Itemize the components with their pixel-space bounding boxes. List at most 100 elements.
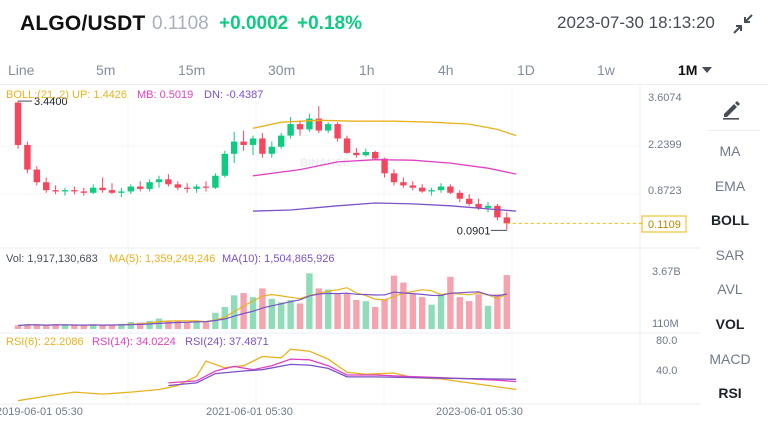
candle-body (466, 198, 473, 204)
candle-body (118, 191, 125, 193)
rsi6-legend: RSI(6): 22.2086 (6, 336, 84, 348)
volume-bar (390, 275, 398, 329)
candle-body (447, 186, 454, 193)
collapse-icon[interactable] (732, 13, 754, 35)
candle-body (315, 118, 322, 131)
candle-body (409, 185, 416, 188)
candle-body (221, 153, 228, 176)
candle-body (155, 179, 163, 183)
chart-grid (0, 86, 700, 405)
volume-bar (268, 298, 275, 329)
volume-bar (334, 294, 341, 329)
tab-1w[interactable]: 1w (597, 62, 615, 78)
candle-body (174, 184, 181, 188)
pair-symbol[interactable]: ALGO/USDT (20, 12, 146, 35)
tab-30m[interactable]: 30m (268, 62, 296, 78)
vol-tick-top: 3.67B (652, 266, 681, 278)
candle-body (71, 190, 78, 192)
volume-bar (466, 301, 473, 329)
candle-body (334, 124, 341, 139)
volume-bar (33, 324, 40, 329)
indicator-ma[interactable]: MA (719, 143, 741, 159)
tab-15m[interactable]: 15m (178, 62, 206, 78)
volume-bar (249, 297, 257, 329)
volume-bar (43, 325, 50, 329)
candle-body (193, 186, 200, 189)
volume-bar (447, 276, 454, 329)
volume-bar (372, 306, 379, 329)
indicator-boll[interactable]: BOLL (710, 212, 750, 228)
candle-body (353, 152, 360, 156)
price-tick-low: 0.8723 (648, 185, 682, 197)
tab-4h[interactable]: 4h (438, 62, 454, 78)
candle-body (456, 192, 463, 199)
vol-legend: Vol: 1,917,130,683 (6, 253, 98, 265)
rsi-tick-40: 40.0 (656, 365, 677, 377)
volume-bar (14, 325, 22, 329)
volume-bar (24, 324, 31, 329)
candle-body (484, 205, 492, 208)
indicator-sar[interactable]: SAR (715, 247, 745, 263)
candle-body (475, 203, 482, 208)
candle-body (146, 182, 153, 189)
price-tick-top: 3.6074 (648, 92, 682, 104)
candle-body (494, 205, 501, 218)
boll-legend-name: BOLL:(21, 2) (6, 89, 69, 101)
candle-body (231, 141, 238, 154)
volume-bar (306, 273, 313, 329)
boll-layer (252, 119, 517, 212)
indicator-avl[interactable]: AVL (717, 281, 743, 297)
tab-5m[interactable]: 5m (96, 62, 116, 78)
volume-bar (343, 293, 351, 329)
vol-tick-bottom: 110M (652, 318, 679, 330)
indicator-macd[interactable]: MACD (709, 351, 751, 367)
candle-body (127, 186, 134, 192)
current-price-tag-label: 0.1109 (648, 219, 681, 231)
volume-bar (419, 297, 426, 329)
candle-body (61, 190, 69, 192)
candle-body (343, 138, 351, 153)
tab-1h[interactable]: 1h (359, 62, 375, 78)
edit-pen-icon[interactable] (720, 98, 742, 120)
volume-bar (325, 289, 332, 329)
chart-area[interactable]: BINANCE 3.4400 0.0901 3.6074 2.2399 0.872… (0, 86, 700, 432)
volume-bar (80, 325, 87, 329)
volume-bar (381, 298, 388, 329)
volume-bar (409, 294, 416, 329)
boll-legend-mb: MB: 0.5019 (137, 89, 193, 101)
indicator-ema[interactable]: EMA (714, 178, 746, 194)
volume-bar (146, 320, 153, 329)
indicator-rsi[interactable]: RSI (718, 385, 742, 401)
volume-bar (503, 275, 510, 329)
candle-body (259, 138, 266, 154)
candle-body (43, 182, 50, 191)
candle-body (400, 182, 407, 186)
low-marker-label: 0.0901 (457, 225, 491, 237)
volume-bar (71, 325, 78, 329)
candle-body (165, 179, 172, 185)
volume-bar (428, 304, 435, 329)
candle-body (419, 187, 426, 192)
candle-body (249, 138, 257, 145)
header-divider (0, 84, 768, 85)
tab-1m[interactable]: 1M (678, 62, 713, 78)
candle-body (428, 190, 435, 192)
boll-up-line (252, 119, 517, 137)
vol-legend-ma10: MA(10): 1,504,865,926 (222, 253, 335, 265)
indicator-vol[interactable]: VOL (715, 316, 745, 332)
volume-layer (14, 273, 510, 329)
tab-1m-label: 1M (678, 62, 698, 78)
volume-bar (240, 293, 247, 329)
price-tick-mid: 2.2399 (648, 139, 682, 151)
volume-bar (118, 323, 125, 329)
candle-body (90, 187, 97, 193)
tab-1d[interactable]: 1D (517, 62, 535, 78)
tab-line[interactable]: Line (8, 62, 35, 78)
candle-body (80, 191, 87, 193)
candle-body (212, 175, 219, 188)
price-change: +0.0002 (219, 13, 289, 34)
vol-ma10-line (17, 291, 507, 327)
candle-body (14, 102, 22, 145)
candle-body (202, 186, 210, 188)
